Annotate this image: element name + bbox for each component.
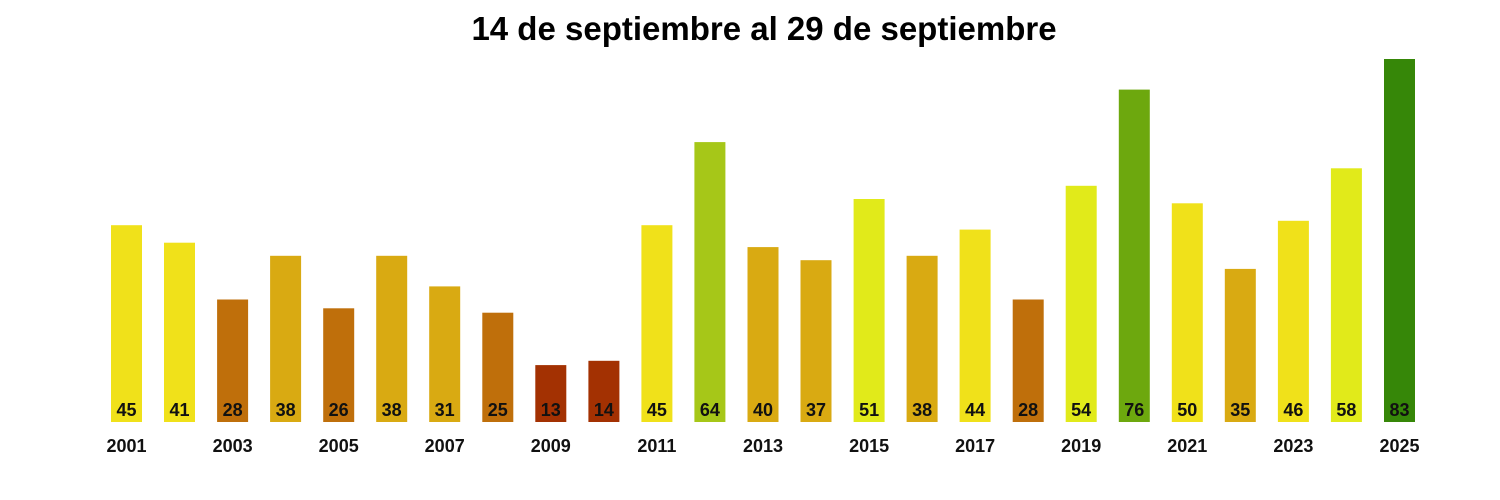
- bar-2001: [111, 225, 142, 422]
- value-label-2023: 46: [1283, 400, 1303, 420]
- x-axis-ticks: 2001 2003 2005 2007 2009 2011 2013 2015 2017 2019…: [106, 436, 1419, 456]
- value-label-2021: 50: [1177, 400, 1197, 420]
- value-label-2010: 14: [594, 400, 614, 420]
- value-label-2011: 45: [647, 400, 667, 420]
- bar-2016: [906, 255, 938, 422]
- bar-2006: [376, 255, 408, 422]
- value-label-2022: 35: [1230, 400, 1250, 420]
- bar-2018: [1012, 299, 1044, 422]
- value-label-2003: 28: [223, 400, 243, 420]
- bar-2014: [800, 260, 832, 422]
- bar-2013: [747, 247, 779, 422]
- x-tick-label-2005: 2005: [319, 436, 359, 456]
- value-label-2004: 38: [276, 400, 296, 420]
- value-label-2005: 26: [329, 400, 349, 420]
- bar-2020: [1118, 89, 1150, 422]
- value-label-2016: 38: [912, 400, 932, 420]
- value-label-2013: 40: [753, 400, 773, 420]
- value-label-2001: 45: [116, 400, 136, 420]
- value-label-2018: 28: [1018, 400, 1038, 420]
- x-tick-label-2001: 2001: [106, 436, 146, 456]
- value-labels-group: 45 41 28 38 26 38 31 25 13 14 45 64 40 37 51 38 44 28 54 76…: [116, 400, 1409, 420]
- x-tick-label-2019: 2019: [1061, 436, 1101, 456]
- value-label-2012: 64: [700, 400, 720, 420]
- bar-2003: [217, 299, 249, 422]
- bar-2005: [323, 308, 355, 422]
- bars-group: [111, 59, 1415, 422]
- x-tick-label-2009: 2009: [531, 436, 571, 456]
- value-label-2006: 38: [382, 400, 402, 420]
- value-label-2020: 76: [1124, 400, 1144, 420]
- value-label-2019: 54: [1071, 400, 1091, 420]
- value-label-2025: 83: [1389, 400, 1409, 420]
- bar-2022: [1224, 268, 1256, 422]
- chart-title: 14 de septiembre al 29 de septiembre: [471, 10, 1057, 47]
- x-tick-label-2003: 2003: [213, 436, 253, 456]
- bar-2009: [535, 365, 567, 422]
- bar-2017: [959, 229, 991, 422]
- x-tick-label-2023: 2023: [1273, 436, 1313, 456]
- x-tick-label-2021: 2021: [1167, 436, 1207, 456]
- x-tick-label-2015: 2015: [849, 436, 889, 456]
- value-label-2002: 41: [169, 400, 189, 420]
- value-label-2009: 13: [541, 400, 561, 420]
- bar-2015: [853, 199, 885, 422]
- x-tick-label-2007: 2007: [425, 436, 465, 456]
- x-tick-label-2025: 2025: [1379, 436, 1419, 456]
- bar-2010: [588, 360, 620, 422]
- value-label-2017: 44: [965, 400, 985, 420]
- bar-2024: [1330, 168, 1362, 422]
- x-tick-label-2011: 2011: [637, 436, 676, 456]
- value-label-2015: 51: [859, 400, 879, 420]
- bar-2019: [1065, 185, 1097, 422]
- bar-2023: [1277, 220, 1309, 422]
- bar-2011: [641, 225, 673, 422]
- x-tick-label-2017: 2017: [955, 436, 995, 456]
- x-tick-label-2013: 2013: [743, 436, 783, 456]
- bar-2004: [270, 255, 302, 422]
- bar-2021: [1171, 203, 1203, 422]
- value-label-2008: 25: [488, 400, 508, 420]
- bar-2002: [164, 242, 195, 422]
- value-label-2007: 31: [435, 400, 455, 420]
- value-label-2014: 37: [806, 400, 826, 420]
- bar-2012: [694, 142, 726, 422]
- bar-2007: [429, 286, 461, 422]
- bar-2008: [482, 312, 514, 422]
- bar-2025: [1384, 59, 1415, 422]
- value-label-2024: 58: [1336, 400, 1356, 420]
